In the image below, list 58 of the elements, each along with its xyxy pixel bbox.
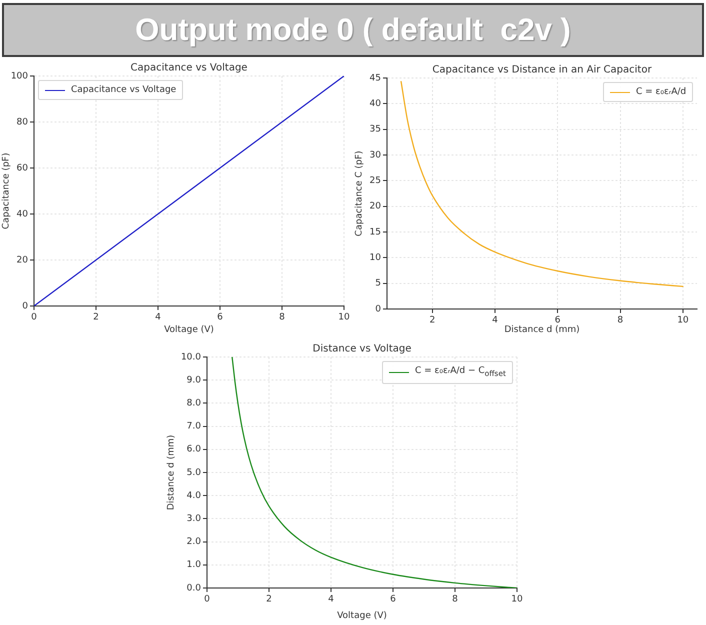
chart-title: Capacitance vs Voltage bbox=[130, 62, 248, 74]
y-tick-label: 25 bbox=[370, 176, 381, 186]
x-tick-label: 10 bbox=[677, 316, 689, 326]
x-axis-title: Distance d (mm) bbox=[504, 324, 580, 335]
y-tick-label: 9.0 bbox=[186, 375, 202, 386]
text: Output mode 0 ( default c2v ) bbox=[135, 12, 571, 48]
x-tick-label: 6 bbox=[390, 594, 396, 605]
y-tick-label: 80 bbox=[16, 117, 28, 128]
x-tick-label: 2 bbox=[430, 316, 436, 326]
y-tick-label: 10 bbox=[370, 253, 382, 264]
x-tick-label: 10 bbox=[511, 594, 523, 605]
y-tick-label: 15 bbox=[370, 227, 381, 238]
x-tick-label: 8 bbox=[452, 594, 458, 605]
y-tick-label: 30 bbox=[370, 150, 382, 160]
line-series bbox=[400, 80, 684, 288]
y-tick-label: 0.0 bbox=[186, 583, 202, 594]
y-tick-label: 20 bbox=[16, 255, 28, 266]
y-tick-label: 40 bbox=[370, 99, 382, 110]
x-tick-label: 0 bbox=[31, 312, 38, 323]
x-axis-title: Voltage (V) bbox=[337, 610, 387, 621]
y-tick-label: 5 bbox=[375, 278, 381, 289]
y-tick-label: 1.0 bbox=[186, 560, 202, 570]
y-tick-label: 0 bbox=[22, 301, 28, 312]
y-tick-label: 10.0 bbox=[180, 352, 202, 362]
y-tick-label: 45 bbox=[370, 73, 381, 84]
y-tick-label: 100 bbox=[10, 71, 28, 82]
chart-title: Capacitance vs Distance in an Air Capacitor bbox=[432, 64, 652, 76]
y-axis-title: Capacitance C (pF) bbox=[354, 150, 365, 236]
y-tick-label: 20 bbox=[370, 202, 382, 212]
x-axis-title: Voltage (V) bbox=[164, 324, 214, 335]
y-tick-label: 8.0 bbox=[186, 398, 202, 409]
x-tick-label: 4 bbox=[492, 316, 498, 326]
x-tick-label: 2 bbox=[93, 312, 99, 323]
y-tick-label: 40 bbox=[16, 209, 28, 220]
y-tick-label: 7.0 bbox=[186, 422, 202, 432]
y-axis-title: Distance d (mm) bbox=[166, 434, 177, 510]
x-tick-label: 6 bbox=[554, 316, 561, 326]
y-tick-label: 4.0 bbox=[186, 490, 202, 501]
x-tick-label: 6 bbox=[217, 312, 224, 323]
x-tick-label: 8 bbox=[279, 312, 286, 323]
y-tick-label: 3.0 bbox=[186, 514, 202, 524]
legend-label: C = ε₀εᵣA/d − C$_{offset}$ bbox=[415, 365, 506, 380]
x-tick-label: 4 bbox=[328, 594, 334, 605]
y-axis-title: Capacitance (pF) bbox=[2, 152, 12, 230]
y-tick-label: 35 bbox=[370, 124, 381, 135]
y-tick-label: 2.0 bbox=[186, 537, 202, 548]
y-tick-label: 6.0 bbox=[186, 444, 202, 455]
x-tick-label: 0 bbox=[204, 594, 210, 605]
x-tick-label: 4 bbox=[155, 312, 162, 323]
legend-label: C = ε₀εᵣA/d bbox=[636, 86, 686, 98]
x-tick-label: 2 bbox=[266, 594, 272, 605]
chart-title: Distance vs Voltage bbox=[312, 344, 412, 355]
y-tick-label: 5.0 bbox=[186, 468, 202, 478]
x-tick-label: 10 bbox=[338, 312, 350, 323]
legend-label: Capacitance vs Voltage bbox=[71, 84, 176, 96]
y-tick-label: 0 bbox=[375, 304, 382, 314]
y-tick-label: 60 bbox=[16, 163, 28, 174]
x-tick-label: 8 bbox=[617, 316, 624, 326]
